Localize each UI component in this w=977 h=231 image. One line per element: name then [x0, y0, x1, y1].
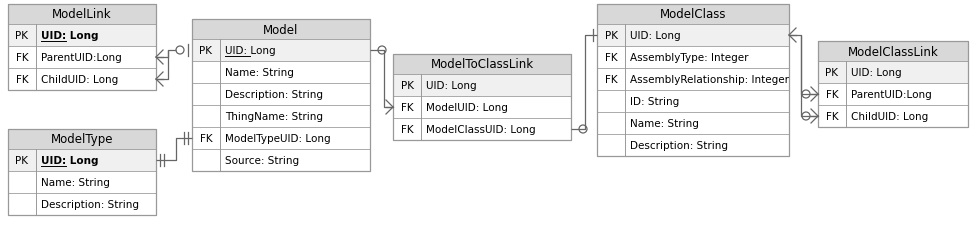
Bar — [192, 40, 370, 62]
Bar — [393, 97, 571, 119]
Bar — [192, 20, 370, 40]
Text: Description: String: Description: String — [41, 199, 139, 209]
Bar — [192, 84, 370, 106]
Bar — [597, 91, 789, 112]
Bar — [818, 42, 968, 128]
Text: PK: PK — [605, 31, 617, 41]
Text: ModelToClassLink: ModelToClassLink — [431, 58, 533, 71]
Text: Source: String: Source: String — [225, 155, 299, 165]
Text: FK: FK — [199, 134, 212, 143]
Text: FK: FK — [605, 75, 617, 85]
Text: ChildUID: Long: ChildUID: Long — [41, 75, 118, 85]
Text: PK: PK — [401, 81, 413, 91]
Bar — [192, 149, 370, 171]
Bar — [597, 47, 789, 69]
Bar — [597, 69, 789, 91]
Bar — [8, 129, 156, 149]
Text: ModelClassLink: ModelClassLink — [848, 45, 938, 58]
Text: PK: PK — [16, 31, 28, 41]
Bar — [192, 62, 370, 84]
Text: Description: String: Description: String — [630, 140, 728, 150]
Bar — [8, 129, 156, 215]
Bar — [597, 112, 789, 134]
Text: UID: Long: UID: Long — [41, 31, 99, 41]
Text: UID: Long: UID: Long — [426, 81, 477, 91]
Text: ChildUID: Long: ChildUID: Long — [851, 112, 928, 122]
Text: ModelTypeUID: Long: ModelTypeUID: Long — [225, 134, 330, 143]
Text: Name: String: Name: String — [630, 119, 699, 128]
Text: FK: FK — [401, 125, 413, 134]
Text: Description: String: Description: String — [225, 90, 323, 100]
Text: ModelClass: ModelClass — [659, 9, 726, 21]
Text: UID: Long: UID: Long — [851, 68, 902, 78]
Bar — [8, 69, 156, 91]
Text: FK: FK — [401, 103, 413, 112]
Text: UID: Long: UID: Long — [630, 31, 681, 41]
Bar — [8, 5, 156, 25]
Bar — [393, 119, 571, 140]
Text: PK: PK — [16, 155, 28, 165]
Text: FK: FK — [826, 90, 838, 100]
Text: ModelClassUID: Long: ModelClassUID: Long — [426, 125, 535, 134]
Bar — [8, 149, 156, 171]
Text: UID: Long: UID: Long — [225, 46, 276, 56]
Bar — [818, 62, 968, 84]
Bar — [8, 47, 156, 69]
Text: AssemblyType: Integer: AssemblyType: Integer — [630, 53, 748, 63]
Text: ID: String: ID: String — [630, 97, 679, 106]
Text: Model: Model — [264, 23, 299, 36]
Bar — [192, 20, 370, 171]
Bar — [393, 55, 571, 140]
Text: ModelLink: ModelLink — [52, 9, 111, 21]
Bar — [8, 5, 156, 91]
Text: AssemblyRelationship: Integer: AssemblyRelationship: Integer — [630, 75, 789, 85]
Bar — [393, 75, 571, 97]
Text: Name: String: Name: String — [41, 177, 109, 187]
Bar — [192, 106, 370, 128]
Text: FK: FK — [16, 53, 28, 63]
Bar — [597, 25, 789, 47]
Text: Name: String: Name: String — [225, 68, 294, 78]
Text: FK: FK — [605, 53, 617, 63]
Bar — [8, 25, 156, 47]
Bar — [818, 84, 968, 106]
Bar — [818, 106, 968, 128]
Bar — [818, 42, 968, 62]
Text: ParentUID:Long: ParentUID:Long — [851, 90, 932, 100]
Text: PK: PK — [199, 46, 213, 56]
Text: ParentUID:Long: ParentUID:Long — [41, 53, 122, 63]
Text: ThingName: String: ThingName: String — [225, 112, 323, 122]
Text: ModelType: ModelType — [51, 133, 113, 146]
Bar — [8, 193, 156, 215]
Text: FK: FK — [16, 75, 28, 85]
Bar — [192, 128, 370, 149]
Text: ModelUID: Long: ModelUID: Long — [426, 103, 508, 112]
Bar — [8, 171, 156, 193]
Bar — [597, 5, 789, 156]
Text: UID: Long: UID: Long — [41, 155, 99, 165]
Text: PK: PK — [826, 68, 838, 78]
Bar — [597, 134, 789, 156]
Bar — [597, 5, 789, 25]
Bar — [393, 55, 571, 75]
Text: FK: FK — [826, 112, 838, 122]
